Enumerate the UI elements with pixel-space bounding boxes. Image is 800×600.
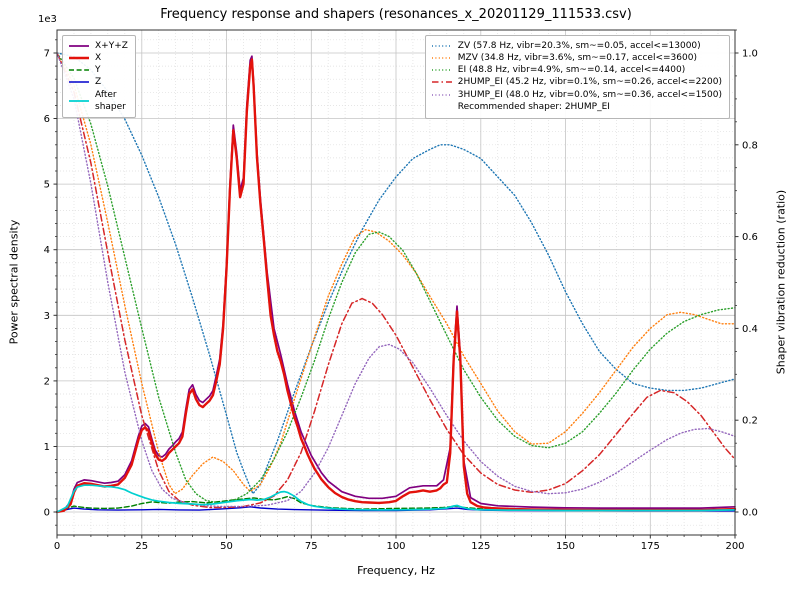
legend-line-icon [69, 57, 89, 60]
y-left-tick-label: 6 [44, 114, 50, 125]
series-shaper-2hump-ei [56, 52, 736, 509]
y-left-tick-label: 3 [44, 311, 50, 322]
legend-item-label: Z [95, 77, 102, 88]
legend-item-mzv: MZV (34.8 Hz, vibr=3.6%, sm~=0.17, accel… [431, 52, 722, 64]
legend-item-label: X+Y+Z [95, 41, 128, 51]
series-shaper-zv [56, 52, 736, 495]
x-tick-label: 100 [386, 541, 405, 552]
y-right-tick-label: 0.4 [742, 324, 758, 335]
x-tick-label: 200 [725, 541, 744, 552]
series-shaper-mzv [56, 52, 736, 495]
series-shaper-3hump-ei [56, 52, 736, 508]
legend-item-label: ZV (57.8 Hz, vibr=20.3%, sm~=0.05, accel… [457, 41, 701, 51]
legend-item-after: After shaper [68, 89, 128, 113]
series-shaper-ei [56, 52, 736, 504]
legend-item-label: EI (48.8 Hz, vibr=4.9%, sm~=0.14, accel<… [457, 65, 686, 76]
x-tick-label: 75 [305, 541, 318, 552]
series-psd-x [55, 58, 737, 514]
x-tick-label: 175 [641, 541, 660, 552]
legend-item-x: X [68, 52, 128, 64]
legend-line-icon [69, 81, 89, 84]
legend-item-zv: ZV (57.8 Hz, vibr=20.3%, sm~=0.05, accel… [431, 40, 722, 52]
legend-item-label: MZV (34.8 Hz, vibr=3.6%, sm~=0.17, accel… [457, 53, 697, 64]
legend-line-icon [431, 57, 452, 59]
y-left-tick-label: 7 [44, 49, 50, 60]
x-tick-label: 0 [54, 541, 60, 552]
legend-line-icon [431, 81, 452, 84]
y-right-tick-label: 0.0 [742, 508, 758, 519]
x-tick-label: 125 [471, 541, 490, 552]
y-right-tick-label: 0.2 [742, 416, 758, 427]
legend-note: Recommended shaper: 2HUMP_EI [457, 101, 610, 112]
chart-title: Frequency response and shapers (resonanc… [160, 7, 632, 22]
legend-line-icon [69, 99, 89, 102]
y-right-tick-label: 0.6 [742, 232, 758, 243]
legend-item-label: After shaper [95, 89, 126, 112]
y-right-tick-label: 1.0 [742, 49, 758, 60]
y-right-tick-label: 0.8 [742, 140, 758, 151]
y-axis-offset-label: 1e3 [38, 14, 57, 25]
x-tick-label: 50 [220, 541, 233, 552]
y-left-tick-label: 2 [44, 376, 50, 387]
y-left-tick-label: 5 [44, 180, 50, 191]
legend-psd: X+Y+Z X Y Z After shaper [62, 35, 136, 118]
legend-item-label: 2HUMP_EI (45.2 Hz, vibr=0.1%, sm~=0.26, … [457, 77, 722, 88]
ticks: 0 25 50 75 100 125 150 175 200 0 1 2 3 4 5 6 7 0.0 0.2 0.4 0… [44, 29, 758, 552]
legend-item-z: Z [68, 76, 128, 88]
y-left-tick-label: 0 [44, 508, 50, 519]
series-lines [55, 52, 737, 514]
legend-item-3hump_ei: 3HUMP_EI (48.0 Hz, vibr=0.0%, sm~=0.36, … [431, 89, 722, 101]
y-left-tick-label: 4 [44, 245, 50, 256]
x-axis-label: Frequency, Hz [357, 564, 435, 577]
x-tick-label: 150 [556, 541, 575, 552]
legend-item-label: Y [95, 65, 101, 76]
legend-line-icon [431, 93, 452, 96]
legend-item-2hump_ei: 2HUMP_EI (45.2 Hz, vibr=0.1%, sm~=0.26, … [431, 76, 722, 88]
legend-item-y: Y [68, 64, 128, 76]
legend-item-ei: EI (48.8 Hz, vibr=4.9%, sm~=0.14, accel<… [431, 64, 722, 76]
y-left-tick-label: 1 [44, 442, 50, 453]
series-psd-after-shaper [56, 484, 736, 513]
x-tick-label: 25 [135, 541, 148, 552]
legend-line-icon [431, 45, 452, 47]
legend-line-icon [431, 69, 452, 72]
legend-item-label: 3HUMP_EI (48.0 Hz, vibr=0.0%, sm~=0.36, … [457, 89, 722, 100]
legend-line-icon [69, 69, 89, 72]
legend-item-label: X [95, 53, 102, 64]
legend-line-icon [69, 45, 89, 47]
legend-item-xyz: X+Y+Z [68, 40, 128, 52]
legend-shapers: ZV (57.8 Hz, vibr=20.3%, sm~=0.05, accel… [424, 35, 730, 120]
